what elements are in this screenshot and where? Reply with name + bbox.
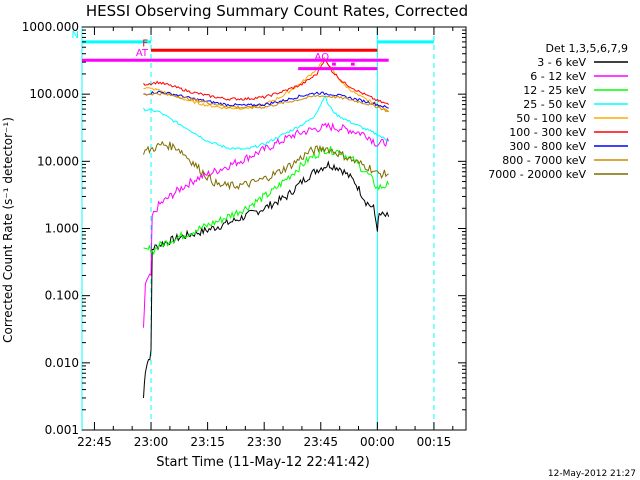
legend-entry-label: 3 - 6 keV (537, 56, 586, 69)
series-line (143, 56, 389, 113)
series-line (143, 92, 390, 113)
y-tick-label: 0.010 (45, 356, 79, 370)
x-tick-label: 22:45 (77, 435, 112, 449)
x-tick-label: 23:15 (190, 435, 225, 449)
legend-entry-label: 25 - 50 keV (523, 98, 586, 111)
y-tick-label: 0.001 (45, 423, 79, 437)
series-line (143, 160, 390, 399)
x-tick-label: 00:15 (417, 435, 452, 449)
legend-entry-label: 12 - 25 keV (523, 84, 586, 97)
status-bar-label: AQ (315, 52, 330, 63)
footer-timestamp: 12-May-2012 21:27 (548, 469, 636, 479)
x-tick-label: 23:00 (134, 435, 169, 449)
status-bar-label: F (142, 38, 148, 49)
legend-entry-label: 50 - 100 keV (516, 112, 586, 125)
series-line (143, 122, 390, 328)
y-tick-label: 100.000 (29, 87, 79, 101)
legend-entry-label: 800 - 7000 keV (502, 154, 586, 167)
y-tick-label: 0.100 (45, 289, 79, 303)
legend-entry-label: 7000 - 20000 keV (488, 168, 586, 181)
series-line (143, 140, 389, 191)
y-axis-label: Corrected Count Rate (s⁻¹ detector⁻¹) (1, 117, 15, 343)
legend-title: Det 1,3,5,6,7,9 (545, 42, 628, 55)
y-tick-label: 1000.000 (22, 20, 79, 34)
y-tick-label: 10.000 (37, 154, 79, 168)
legend-entry-label: 6 - 12 keV (530, 70, 586, 83)
y-axis: 1000.000 100.000 10.000 1.000 0.100 0.010 0.00… (22, 20, 466, 437)
legend-entry-label: 100 - 300 keV (509, 126, 586, 139)
status-bar-label: AT (136, 48, 149, 59)
status-bar-label: N (72, 30, 79, 41)
x-axis-label: Start Time (11-May-12 22:41:42) (156, 455, 370, 470)
status-bars: N F AQ AT (72, 30, 434, 71)
series-lines (143, 56, 390, 399)
y-tick-label: 1.000 (45, 222, 79, 236)
x-tick-label: 23:30 (247, 435, 282, 449)
series-line (143, 95, 389, 151)
legend-entry-label: 300 - 800 keV (509, 140, 586, 153)
x-tick-label: 00:00 (360, 435, 395, 449)
x-tick-label: 23:45 (303, 435, 338, 449)
chart-title: HESSI Observing Summary Count Rates, Cor… (86, 2, 468, 20)
series-line (143, 59, 390, 105)
x-axis: 22:45 23:00 23:15 23:30 23:45 00:00 00:15 (77, 27, 454, 449)
